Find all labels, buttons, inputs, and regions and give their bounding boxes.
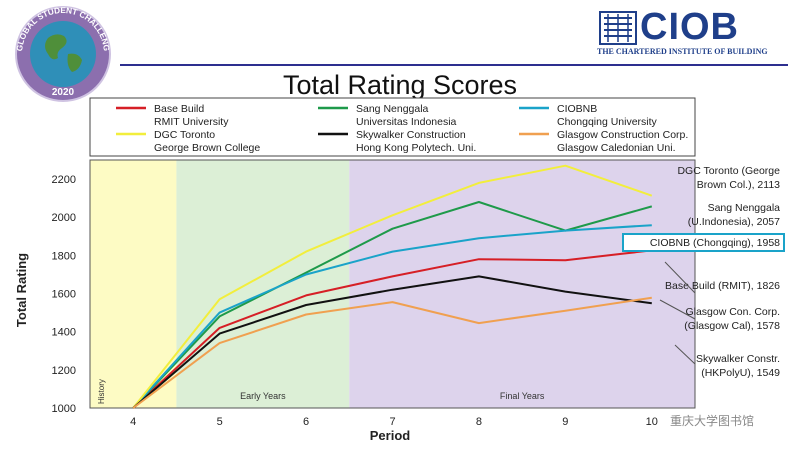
series-line-dgc-toronto <box>132 164 653 409</box>
y-axis-ticks: 1000 1200 1400 1600 1800 2000 2200 <box>52 174 76 415</box>
x-tick-label: 4 <box>130 416 136 428</box>
ciob-logo-subtitle: THE CHARTERED INSTITUTE OF BUILDING <box>597 47 768 56</box>
y-axis-label: Total Rating <box>14 253 29 327</box>
x-tick-label: 6 <box>303 416 309 428</box>
y-tick-label: 1600 <box>52 289 76 301</box>
end-label: (HKPolyU), 1549 <box>701 367 780 379</box>
region-labels: History Early Years Final Years <box>97 379 545 404</box>
y-tick-label: 1800 <box>52 250 76 262</box>
end-label: CIOBNB (Chongqing), 1958 <box>650 237 780 249</box>
y-tick-label: 2000 <box>52 212 76 224</box>
connector-line <box>659 299 696 320</box>
plot-area-frame <box>89 159 696 409</box>
ciob-crest-icon <box>599 11 637 45</box>
x-tick-label: 10 <box>646 416 658 428</box>
end-label: (Glasgow Cal), 1578 <box>684 320 780 332</box>
legend-series-name: Sang Nenggala <box>356 103 429 115</box>
region-band-0 <box>90 160 177 408</box>
series-line-glasgow-construction-corp. <box>132 296 652 409</box>
series-line-base-build <box>132 249 652 409</box>
legend-series-team: Chongqing University <box>557 116 658 128</box>
connector-line <box>664 261 696 294</box>
ciob-logo <box>596 8 786 58</box>
x-tick-label: 7 <box>389 416 395 428</box>
end-label: Skywalker Constr. <box>696 353 780 365</box>
legend-series-name: Skywalker Construction <box>356 129 466 141</box>
header-divider <box>120 64 788 66</box>
series-lines <box>132 164 653 409</box>
legend-series-team: George Brown College <box>154 142 260 154</box>
badge-year: 2020 <box>52 87 75 98</box>
library-watermark: 重庆大学图书馆 <box>670 414 755 428</box>
end-label: (U.Indonesia), 2057 <box>688 216 780 228</box>
highlight-box-ciobnb <box>622 233 785 252</box>
legend-series-team: RMIT University <box>154 116 229 128</box>
period-regions <box>90 160 695 408</box>
end-label: Base Build (RMIT), 1826 <box>665 280 780 292</box>
global-student-challenge-badge: GLOBAL STUDENT CHALLENGE 2020 <box>5 0 118 104</box>
legend-series-team: Hong Kong Polytech. Uni. <box>356 142 476 154</box>
end-label: Brown Col.), 2113 <box>697 179 780 191</box>
x-axis-ticks: 4 5 6 7 8 9 10 <box>130 416 658 428</box>
series-line-ciobnb <box>132 224 652 409</box>
legend-series-team: Glasgow Caledonian Uni. <box>557 142 675 154</box>
region-label-1: Early Years <box>240 391 286 401</box>
end-label: Sang Nenggala <box>708 202 781 214</box>
series-line-skywalker-construction <box>132 275 652 409</box>
end-labels: Base Build (RMIT), 1826 Sang Nenggala (U.I… <box>622 165 785 379</box>
region-band-1 <box>176 160 350 408</box>
y-tick-label: 1000 <box>52 403 76 415</box>
end-label: DGC Toronto (George <box>677 165 780 177</box>
legend-series-name: Base Build <box>154 103 204 115</box>
y-tick-label: 2200 <box>52 174 76 186</box>
y-tick-label: 1200 <box>52 365 76 377</box>
region-label-0: History <box>97 379 106 404</box>
ciob-logo-text: CIOB <box>640 6 739 48</box>
x-tick-label: 9 <box>562 416 568 428</box>
legend-series-team: Universitas Indonesia <box>356 116 457 128</box>
connector-line <box>674 344 696 365</box>
x-tick-label: 8 <box>476 416 482 428</box>
chart-title: Total Rating Scores <box>282 70 518 100</box>
end-label: Glasgow Con. Corp. <box>685 306 780 318</box>
y-tick-label: 1400 <box>52 327 76 339</box>
region-label-2: Final Years <box>500 391 545 401</box>
legend-series-name: Glasgow Construction Corp. <box>557 129 688 141</box>
x-tick-label: 5 <box>217 416 223 428</box>
x-axis-label: Period <box>370 428 411 443</box>
legend-series-name: DGC Toronto <box>154 129 215 141</box>
legend-series-name: CIOBNB <box>557 103 597 115</box>
